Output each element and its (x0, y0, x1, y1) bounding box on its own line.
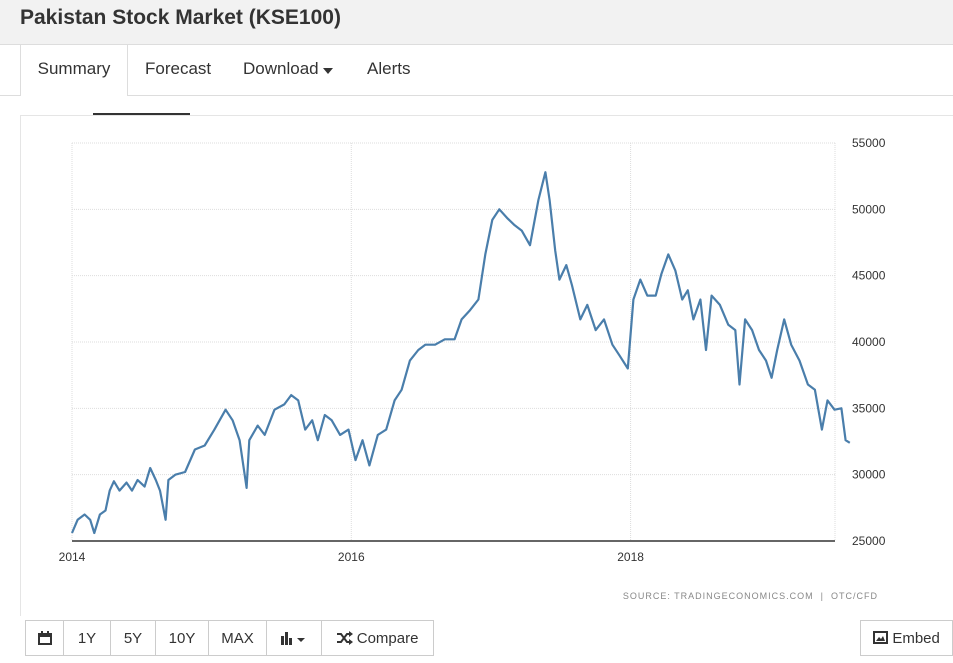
compare-label: Compare (356, 630, 419, 647)
range-button[interactable]: 10Y (155, 620, 209, 656)
tab[interactable]: Forecast (145, 59, 212, 78)
tab[interactable]: Alerts (367, 59, 411, 78)
chart: SOURCE: TRADINGECONOMICS.COM | OTC/CFD 2… (59, 136, 886, 601)
x-tick-label: 2016 (338, 550, 365, 564)
range-button[interactable]: 1Y (63, 620, 111, 656)
page-title: Pakistan Stock Market (KSE100) (20, 6, 341, 29)
x-tick-label: 2018 (617, 550, 644, 564)
source: SOURCE: TRADINGECONOMICS.COM | OTC/CFD (623, 591, 878, 601)
y-tick-label: 40000 (852, 335, 886, 349)
y-tick-label: 50000 (852, 202, 886, 216)
embed-button[interactable]: Embed (860, 620, 953, 656)
scroll-indicator (93, 113, 190, 116)
y-tick-label: 25000 (852, 534, 886, 548)
y-tick-label: 55000 (852, 136, 886, 150)
x-tick-label: 2014 (59, 550, 86, 564)
tab[interactable]: Download (243, 45, 334, 95)
tab-label: Download (243, 59, 319, 78)
embed-label: Embed (892, 630, 940, 647)
y-tick-label: 30000 (852, 468, 886, 482)
image-icon (873, 631, 889, 644)
range-button[interactable]: MAX (208, 620, 267, 656)
tab-bar: Summary Forecast Download Alerts (0, 45, 953, 96)
y-tick-label: 45000 (852, 269, 886, 283)
range-button[interactable]: 5Y (110, 620, 156, 656)
price-line (70, 171, 851, 535)
calendar-icon (37, 631, 52, 645)
header: Pakistan Stock Market (KSE100) (0, 0, 953, 45)
chart-type-button[interactable] (266, 620, 322, 656)
compare-button[interactable]: Compare (321, 620, 434, 656)
caret (323, 68, 334, 74)
shuffle-icon (336, 631, 353, 645)
calendar-button[interactable] (25, 620, 64, 656)
chart-panel (20, 115, 953, 616)
chart-type-icon (281, 632, 305, 645)
y-tick-label: 35000 (852, 401, 886, 415)
tab[interactable]: Summary (20, 45, 128, 96)
